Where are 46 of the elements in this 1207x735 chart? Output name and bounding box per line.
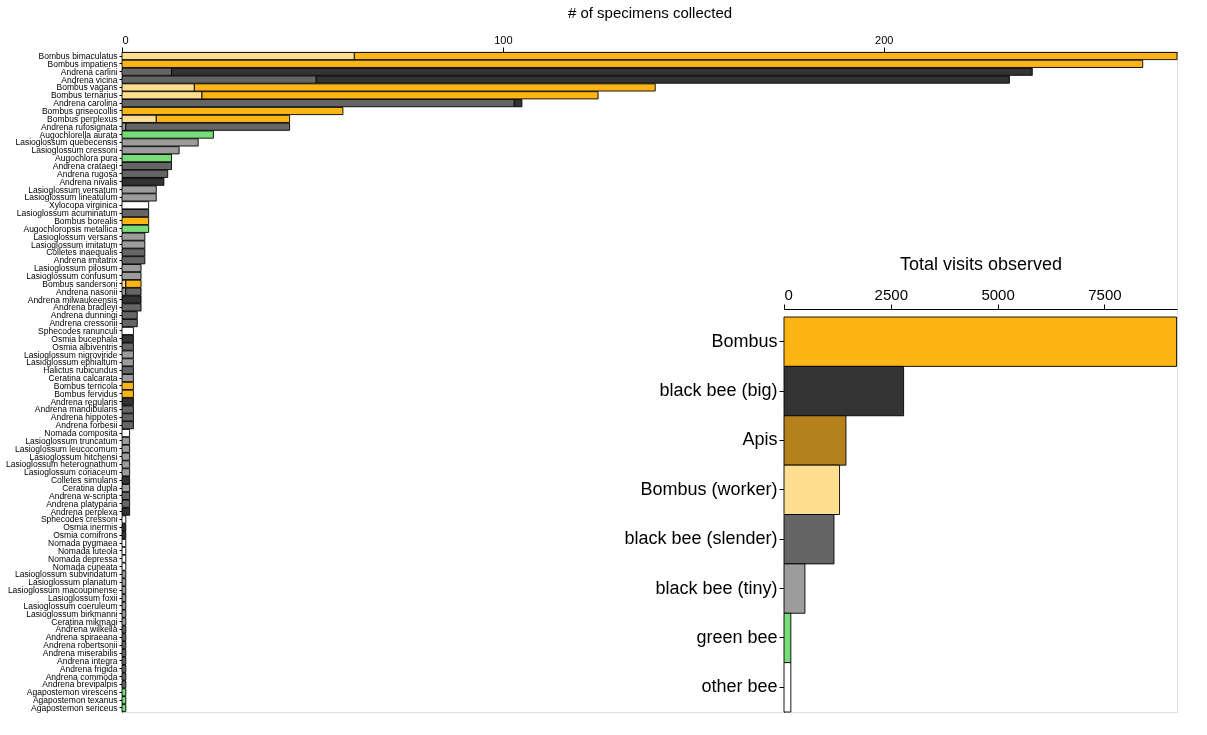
y-tick-label: Lasioglossum planatum [28, 577, 118, 588]
x-tick-label: 200 [875, 33, 894, 46]
y-tick-label: Lasioglossum macoupinense [7, 585, 118, 596]
y-tick-label: Bombus vagans [56, 82, 118, 93]
y-tick-label: Lasioglossum pilosum [33, 263, 118, 274]
y-tick-label: Ceratina dupla [62, 483, 118, 494]
x-axis-title: # of specimens collected [567, 3, 733, 21]
y-tick-label: Andrena forbesii [55, 420, 118, 431]
y-tick-label: Andrena nasonii [56, 286, 118, 297]
y-tick-label: Andrena brevipalpis [42, 679, 118, 690]
y-tick-label: Colletes simulans [50, 475, 118, 486]
y-tick-label: Bombus [711, 330, 778, 351]
y-tick-label: Osmia bucephala [51, 333, 118, 344]
y-tick-label: Andrena regularis [50, 396, 118, 407]
y-tick-label: green bee [696, 626, 778, 647]
y-tick-label: Lasioglossum heterognathum [5, 459, 118, 470]
y-tick-label: Halictus rubicundus [43, 365, 118, 376]
y-tick-label: black bee (tiny) [655, 577, 778, 598]
y-tick-label: Apis [742, 429, 778, 450]
y-tick-label: Lasioglossum ephialtum [26, 357, 118, 368]
y-tick-label: Xylocopa virginica [48, 200, 118, 211]
y-tick-label: black bee (big) [659, 380, 778, 401]
x-tick-label: 5000 [981, 285, 1015, 303]
y-tick-label: Osmia cornifrons [53, 530, 118, 541]
x-tick-label: 0 [122, 33, 129, 46]
x-tick-label: 2500 [874, 285, 908, 303]
y-tick-label: Andrena carolina [53, 98, 118, 109]
y-tick-label: Bombus fervidus [54, 388, 118, 399]
x-tick-label: 7500 [1088, 285, 1122, 303]
y-tick-label: Andrena imitatrix [53, 255, 119, 266]
x-tick-label: 100 [494, 33, 513, 46]
y-tick-label: Andrena milwaukeensis [27, 294, 118, 305]
y-tick-label: black bee (slender) [624, 528, 778, 549]
y-tick-label: Lasioglossum quebecensis [15, 137, 118, 148]
y-tick-label: Lasioglossum lineatulum [24, 192, 118, 203]
y-tick-label: Augochlora pura [55, 153, 118, 164]
y-tick-label: Andrena wilkella [55, 624, 118, 635]
x-tick-label: 0 [784, 285, 793, 303]
y-tick-label: Bombus (worker) [640, 478, 778, 499]
y-tick-label: Andrena vicina [61, 74, 118, 85]
x-axis-title: Total visits observed [899, 253, 1063, 274]
y-tick-label: Bombus borealis [54, 215, 118, 226]
y-tick-label: Augochloropsis metallica [23, 223, 118, 234]
y-tick-label: Agapostemon virescens [26, 687, 118, 698]
y-tick-label: other bee [701, 676, 778, 697]
y-tick-label: Lasioglossum nigroviride [23, 349, 118, 360]
